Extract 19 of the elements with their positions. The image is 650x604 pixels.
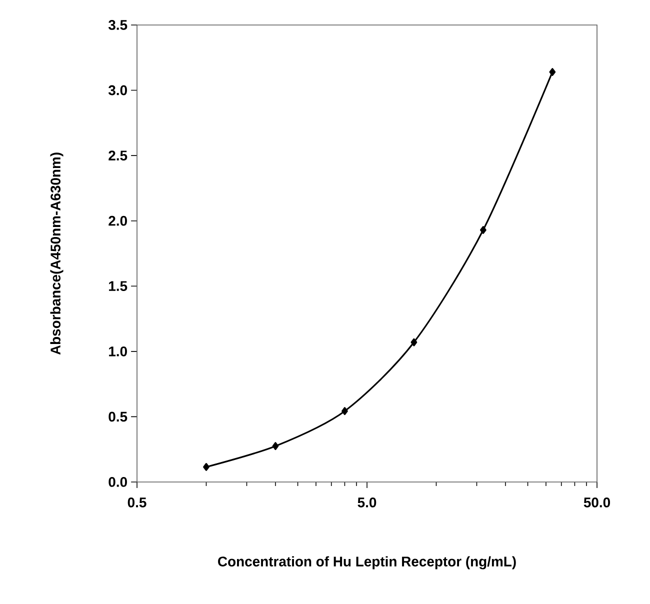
y-tick-label: 3.5 — [108, 20, 128, 30]
point — [203, 462, 210, 471]
y-tick-label: 2.5 — [108, 150, 128, 160]
x-tick-label: 5.0 — [358, 497, 376, 508]
y-tick-label: 0.0 — [108, 477, 127, 487]
point — [549, 68, 556, 76]
point — [272, 442, 279, 450]
x-tick-label: 50.0 — [584, 497, 610, 508]
point — [342, 407, 348, 416]
y-tick-label: 1.5 — [109, 281, 128, 291]
y-tick-label: 2.0 — [108, 216, 127, 226]
point — [410, 338, 418, 346]
y-tick-label: 3.0 — [108, 85, 127, 96]
y-tick-label: 1.0 — [109, 346, 127, 356]
x-tick-label: 0.5 — [128, 497, 146, 508]
x-axis-title: Concentration of Hu Leptin Receptor (ng/mL) — [218, 556, 516, 570]
y-tick-label: 0.5 — [108, 412, 128, 422]
y-axis-title: Absorbance(A450nm-A630nm) — [50, 152, 64, 355]
point — [480, 226, 486, 234]
